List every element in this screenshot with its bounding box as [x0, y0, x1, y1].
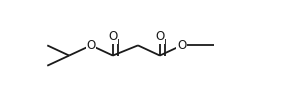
Text: O: O	[108, 30, 118, 43]
Text: O: O	[155, 30, 164, 43]
Text: O: O	[86, 39, 96, 52]
Text: O: O	[177, 39, 186, 52]
